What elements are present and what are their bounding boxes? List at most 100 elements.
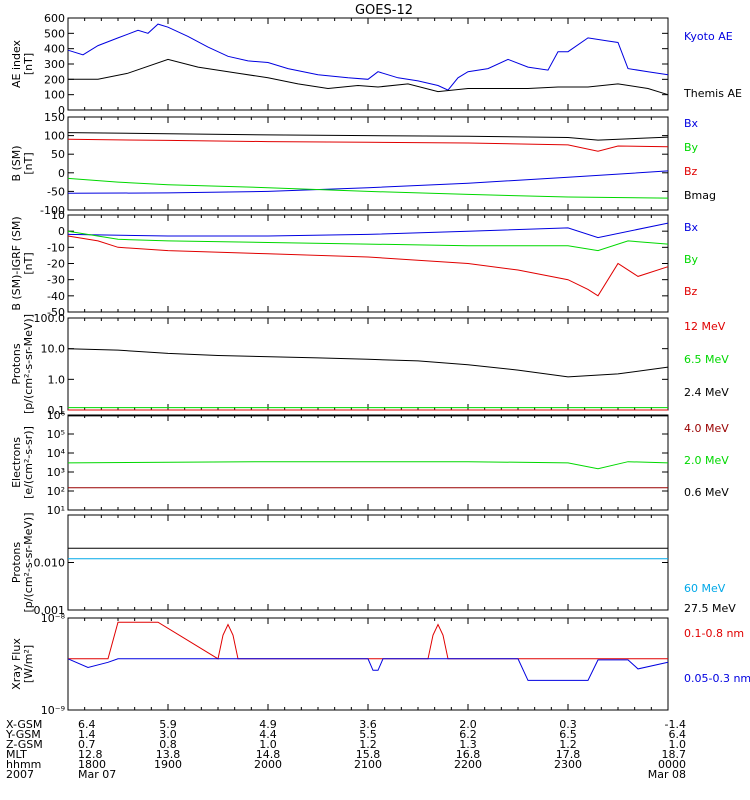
- legend-label: 2.0 MeV: [684, 454, 729, 467]
- orbit-value: 13.8: [155, 748, 181, 761]
- orbit-value: 6.4: [668, 728, 687, 741]
- y-tick-label: 10³: [47, 466, 65, 479]
- legend-label: Kyoto AE: [684, 30, 733, 43]
- panel-2: -100 -50 0 50 100 150 B (SM) [nT] Bx By Bz Bmag: [10, 111, 716, 217]
- orbit-value: Mar 08: [647, 768, 686, 781]
- series-line-1: [67, 170, 669, 194]
- y-tick-label: 1.0: [48, 373, 66, 386]
- panel-frame: [67, 514, 669, 611]
- panel-7: 10⁻⁹ 10⁻⁸ Xray Flux [W/m²] 0.1-0.8 nm 0.05-0.…: [10, 612, 750, 717]
- y-tick-label: 50: [51, 148, 65, 161]
- y-tick-label: 10⁵: [47, 428, 65, 441]
- y-tick-label: -50: [47, 185, 65, 198]
- y-tick-label: 0: [58, 225, 65, 238]
- y-axis-label: Electrons: [10, 437, 23, 488]
- orbit-row-label: hhmm: [6, 758, 42, 771]
- y-tick-label: 10⁴: [47, 447, 66, 460]
- y-tick-label: 150: [44, 111, 65, 124]
- orbit-value: 2000: [254, 758, 282, 771]
- legend-label: 12 MeV: [684, 320, 726, 333]
- panel-frame: [67, 116, 669, 211]
- series-line-2: [67, 230, 669, 252]
- legend-label: 0.6 MeV: [684, 486, 729, 499]
- orbit-value: 1.0: [259, 738, 277, 751]
- y-tick-label: 10⁶: [47, 409, 66, 422]
- y-axis-label: AE index: [10, 39, 23, 88]
- panel-6: 0.001 0.010 Protons [p/(cm²-s-sr-MeV)] 60 Me…: [10, 513, 736, 618]
- legend-label: 0.05-0.3 nm: [684, 672, 750, 685]
- y-tick-label: 10.0: [41, 343, 66, 356]
- panel-1: 0 100 200 300 400 500 600 AE index [nT] Kyoto AE T…: [10, 12, 742, 117]
- y-tick-label: 0.001: [34, 604, 66, 617]
- orbit-value: 4.9: [259, 718, 277, 731]
- orbit-value: 3.0: [159, 728, 177, 741]
- y-tick-label: 0.1: [48, 404, 66, 417]
- y-tick-label: 100.0: [34, 312, 66, 325]
- legend-label: 27.5 MeV: [684, 602, 736, 615]
- orbit-value: 1.2: [559, 738, 577, 751]
- orbit-value: 2.0: [459, 718, 477, 731]
- series-line-1: [67, 222, 669, 239]
- legend-label: Bx: [684, 117, 699, 130]
- orbit-value: 0.8: [159, 738, 177, 751]
- legend-label: Themis AE: [683, 87, 742, 100]
- legend-label: 60 MeV: [684, 582, 726, 595]
- series-line-2: [68, 58, 669, 96]
- y-tick-label: -40: [47, 290, 65, 303]
- orbit-value: Mar 07: [78, 768, 117, 781]
- orbit-value: 18.7: [661, 748, 687, 761]
- orbit-row-label: Z-GSM: [6, 738, 43, 751]
- y-tick-label: 100: [44, 89, 65, 102]
- y-tick-label: -50: [47, 306, 65, 319]
- orbit-value: 6.5: [559, 728, 577, 741]
- orbit-value: 3.6: [359, 718, 377, 731]
- legend-label: 0.1-0.8 nm: [684, 627, 744, 640]
- orbit-value: 1900: [154, 758, 182, 771]
- panel-frame: [67, 17, 669, 111]
- orbit-row-label: X-GSM: [6, 718, 43, 731]
- y-tick-label: 500: [44, 27, 65, 40]
- legend-label: Bx: [684, 221, 699, 234]
- y-axis-label: Protons: [10, 343, 23, 384]
- orbit-row-label: Y-GSM: [6, 728, 41, 741]
- series-line-3: [67, 138, 669, 152]
- legend-label: 2.4 MeV: [684, 386, 729, 399]
- panel-frame: [67, 317, 669, 411]
- y-tick-label: 100: [44, 130, 65, 143]
- orbit-value: 0000: [658, 758, 686, 771]
- panel-5: 10¹ 10² 10³ 10⁴ 10⁵ 10⁶ Electrons [e/(cm²-s-sr)…: [10, 409, 729, 517]
- orbit-value: 1.2: [359, 738, 377, 751]
- series-line-2: [67, 177, 669, 199]
- panel-4: 0.1 1.0 10.0 100.0 Protons [p/(cm²-s-sr-MeV)]…: [10, 312, 729, 417]
- orbit-value: 12.8: [78, 748, 103, 761]
- series-line-3: [67, 235, 669, 297]
- legend-label: By: [684, 141, 699, 154]
- legend-label: 4.0 MeV: [684, 422, 729, 435]
- legend-label: Bmag: [684, 189, 716, 202]
- panel-frame: [67, 214, 669, 313]
- orbit-value: 1.4: [78, 728, 96, 741]
- orbit-value: 2200: [454, 758, 482, 771]
- y-axis-unit: [nT]: [22, 252, 35, 274]
- orbit-value: 1.0: [668, 738, 687, 751]
- y-axis-unit: [p/(cm²-s-sr-MeV)]: [22, 513, 35, 613]
- legend-label: 6.5 MeV: [684, 353, 729, 366]
- y-tick-label: -100: [40, 204, 65, 217]
- orbit-value: 1800: [78, 758, 106, 771]
- y-tick-label: -30: [47, 274, 65, 287]
- series-line-1: [68, 621, 668, 660]
- y-tick-label: 0: [58, 104, 65, 117]
- panel-frame: [67, 617, 669, 711]
- orbit-row-label: MLT: [6, 748, 27, 761]
- figure-title: GOES-12: [355, 3, 413, 18]
- series-line-1: [67, 23, 669, 91]
- y-tick-label: -20: [47, 258, 65, 271]
- y-axis-unit: [nT]: [22, 152, 35, 174]
- series-line-2: [67, 658, 669, 681]
- orbit-value: 2300: [554, 758, 582, 771]
- orbit-value: 4.4: [259, 728, 277, 741]
- series-line-4: [67, 132, 669, 141]
- y-tick-label: 400: [44, 43, 65, 56]
- orbit-value: 5.9: [159, 718, 177, 731]
